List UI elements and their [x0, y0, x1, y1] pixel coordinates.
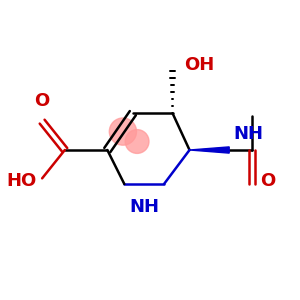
Text: NH: NH	[129, 198, 159, 216]
Text: O: O	[260, 172, 276, 190]
Text: NH: NH	[233, 125, 263, 143]
Text: HO: HO	[6, 172, 37, 190]
Circle shape	[109, 118, 136, 145]
Circle shape	[125, 130, 149, 153]
Polygon shape	[190, 147, 229, 153]
Text: O: O	[34, 92, 50, 110]
Text: OH: OH	[184, 56, 214, 74]
